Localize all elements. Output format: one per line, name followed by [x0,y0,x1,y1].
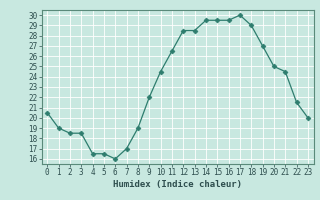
X-axis label: Humidex (Indice chaleur): Humidex (Indice chaleur) [113,180,242,189]
